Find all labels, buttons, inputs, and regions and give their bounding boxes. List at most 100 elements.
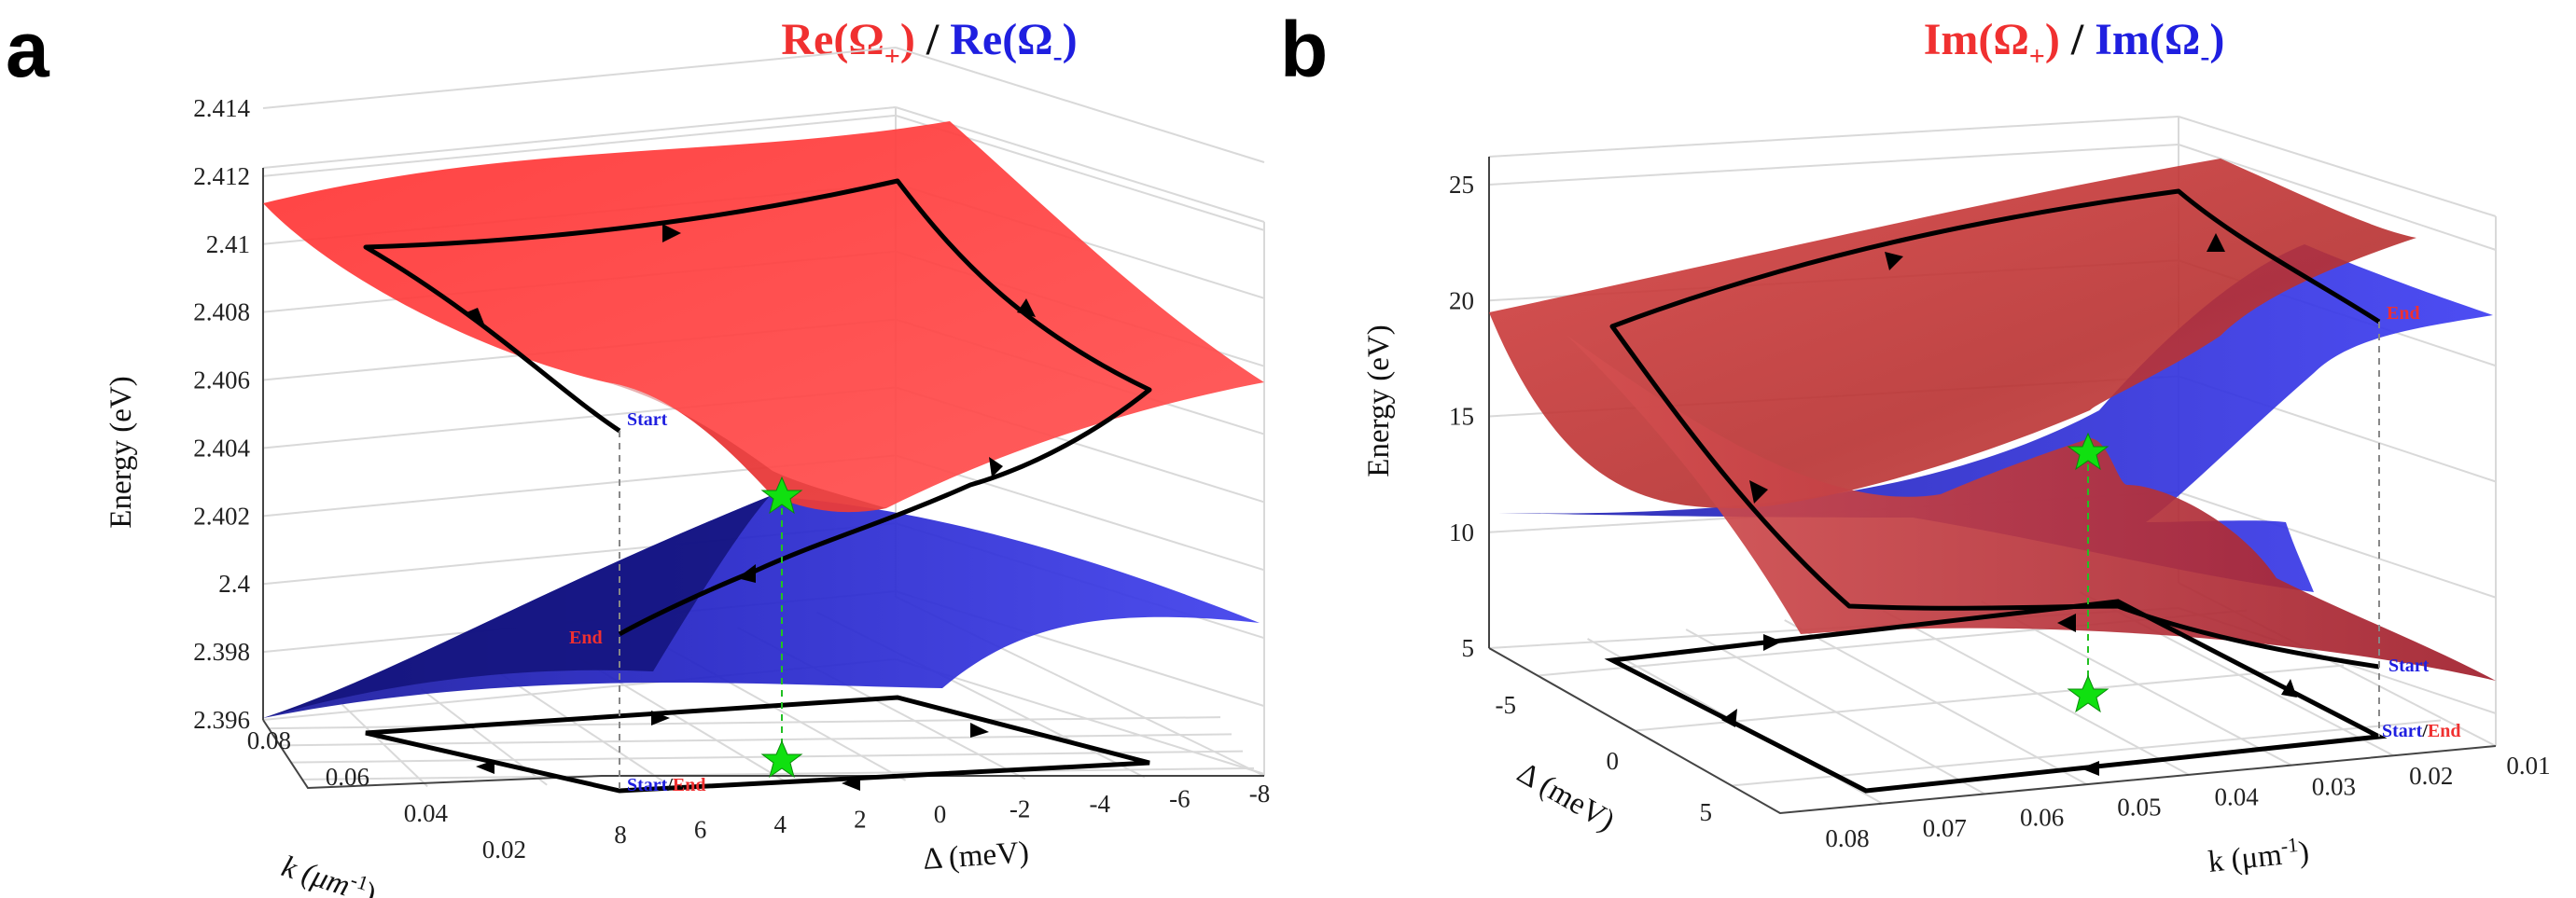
surface-re-plus (263, 121, 1264, 513)
panel-b-z-ticks: 25 20 15 10 5 (1449, 171, 1474, 662)
z-tick-label: 2.396 (193, 706, 250, 734)
z-tick-label: 2.406 (193, 366, 250, 394)
delta-tick-label: 5 (1700, 798, 1713, 826)
k-tick-label: 0.08 (247, 726, 291, 754)
ep-star-b-proj (2067, 674, 2110, 713)
grid-line (1488, 144, 2179, 186)
proj-arrow-b-1 (1763, 634, 1782, 651)
ep-star-a (760, 476, 803, 515)
proj-arrow-b-4 (1721, 709, 1737, 727)
k-tick-label: 0.04 (2215, 782, 2260, 810)
delta-tick-label: -8 (1249, 780, 1271, 808)
k-tick-label: 0.05 (2117, 794, 2161, 822)
floor-grid-line (268, 716, 1221, 730)
arrow-a-5 (737, 564, 756, 583)
delta-tick-label: -6 (1169, 785, 1191, 813)
k-tick-label: 0.02 (482, 836, 526, 863)
z-tick-label: 2.404 (193, 434, 250, 462)
panel-a: a Re(Ω+) / Re(Ω-) (6, 6, 1270, 898)
panel-label-b: b (1280, 6, 1328, 93)
z-tick-label: 2.398 (193, 638, 250, 666)
end-label-a: End (569, 628, 603, 648)
delta-tick-label: 0 (934, 800, 947, 828)
z-tick-label: 2.41 (206, 230, 250, 258)
proj-arrow-a-3 (842, 776, 860, 791)
floor-grid-line (1731, 719, 2442, 787)
grid-line (895, 47, 1265, 163)
z-tick-label: 15 (1449, 403, 1474, 431)
floor-grid-line (279, 733, 1232, 747)
end-label-b: End (2387, 303, 2420, 324)
delta-tick-label: -5 (1496, 691, 1517, 719)
proj-arrow-b-2 (2281, 679, 2297, 698)
delta-tick-label: 4 (774, 810, 787, 838)
z-tick-label: 2.408 (193, 298, 250, 326)
panel-b-delta-ticks: -5 0 5 (1496, 691, 1713, 826)
grid-line (262, 114, 897, 177)
panel-b-zlabel: Energy (eV) (1362, 325, 1396, 477)
panel-a-k-ticks: 0.08 0.06 0.04 0.02 (247, 726, 526, 863)
floor-grid-line (301, 767, 1255, 781)
grid-line (2178, 144, 2497, 251)
panel-b: b Im(Ω+) / Im(Ω-) (1280, 6, 2551, 879)
panel-a-xlabel: k (μm-1) (278, 847, 382, 898)
arrow-b-1 (1749, 480, 1768, 504)
surface-re-minus-shadow (263, 496, 770, 718)
grid-line (2178, 490, 2497, 599)
arrow-b-2 (1885, 252, 1903, 270)
floor-grid-line (1634, 664, 2345, 732)
loop-path-b (1609, 188, 2381, 670)
z-tick-label: 25 (1449, 171, 1474, 199)
panel-a-delta-ticks: 8 6 4 2 0 -2 -4 -6 -8 (614, 780, 1270, 849)
floor-grid-line (499, 672, 667, 784)
arrow-b-4 (2057, 614, 2076, 632)
panel-b-k-ticks: 0.08 0.07 0.06 0.05 0.04 0.03 0.02 0.01 (1825, 752, 2550, 852)
arrow-a-2 (662, 224, 681, 242)
proj-arrow-b-3 (2081, 761, 2099, 776)
k-tick-label: 0.04 (404, 799, 449, 827)
k-tick-label: 0.06 (326, 763, 369, 791)
panel-label-a: a (6, 6, 50, 93)
z-tick-label: 20 (1449, 286, 1474, 314)
delta-tick-label: 2 (854, 806, 867, 834)
z-tick-label: 10 (1449, 518, 1474, 546)
panel-a-z-ticks: 2.414 2.412 2.41 2.408 2.406 2.404 2.402 2.4 2.3… (193, 94, 250, 734)
delta-tick-label: -2 (1010, 795, 1031, 823)
surface-im-plus (1489, 159, 2416, 508)
startend-label-a: Start/End (627, 775, 705, 795)
z-tick-label: 2.414 (193, 94, 250, 122)
panel-a-zlabel: Energy (eV) (104, 376, 138, 528)
loop-path-a (363, 178, 1152, 637)
k-tick-label: 0.03 (2312, 772, 2356, 800)
surface-im-plus-lower (1567, 336, 2496, 681)
ep-star-b (2067, 432, 2110, 471)
projection-loop-a (365, 695, 1150, 794)
panel-b-ylabel: Δ (meV) (1511, 756, 1621, 838)
start-label-a: Start (627, 409, 668, 430)
panel-a-title: Re(Ω+) / Re(Ω-) (781, 15, 1077, 72)
z-tick-label: 5 (1462, 634, 1475, 662)
grid-line (262, 47, 897, 109)
floor-grid-line (341, 703, 428, 788)
k-tick-label: 0.08 (1825, 824, 1869, 852)
z-tick-label: 2.412 (193, 162, 250, 190)
z-tick-label: 2.402 (193, 502, 250, 530)
startend-label-b: Start/End (2382, 721, 2460, 741)
k-tick-label: 0.07 (1923, 814, 1967, 842)
panel-a-ylabel: Δ (meV) (922, 836, 1030, 877)
proj-arrow-a-4 (476, 760, 494, 774)
delta-tick-label: 0 (1607, 747, 1620, 775)
k-tick-label: 0.02 (2409, 762, 2453, 790)
grid-line (895, 658, 1265, 775)
ep-star-a-proj (760, 739, 803, 779)
arrow-a-3 (1017, 298, 1036, 317)
delta-tick-label: 6 (694, 816, 707, 844)
panel-b-title: Im(Ω+) / Im(Ω-) (1924, 15, 2225, 72)
panel-b-xlabel: k (μm-1) (2207, 832, 2311, 879)
k-tick-label: 0.06 (2020, 804, 2064, 832)
proj-arrow-a-1 (651, 711, 670, 725)
delta-tick-label: -4 (1090, 790, 1111, 818)
arrow-b-3 (2207, 233, 2225, 252)
proj-arrow-a-2 (970, 723, 989, 738)
